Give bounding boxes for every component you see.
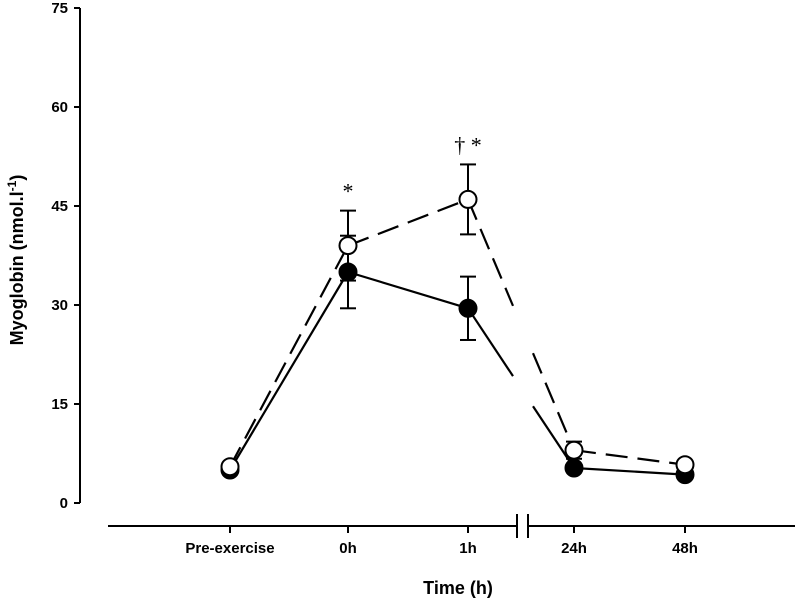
series-1-segment-1: [347, 270, 469, 310]
x-axis: Pre-exercise 0h 1h 24h 48h: [108, 514, 795, 557]
x-tick-label-0h: 0h: [339, 540, 357, 557]
series-1-point-2: [458, 298, 478, 318]
series-1-point-3: [564, 458, 584, 478]
series-2-segment-3: [573, 449, 686, 466]
series-2-segment-2a: [466, 198, 515, 307]
series-2-point-3: [564, 440, 584, 460]
series-layer: [220, 163, 695, 485]
annotation-2: † *: [454, 132, 482, 157]
series-1-segment-3: [573, 466, 686, 476]
annotation-1: *: [343, 179, 354, 204]
series-1-point-1: [338, 262, 358, 282]
y-axis-title-main: Myoglobin (nmol.l: [7, 191, 27, 345]
series-2-point-1: [338, 236, 358, 256]
series-1: [229, 234, 686, 476]
x-tick-label-48h: 48h: [672, 540, 698, 557]
series-2-point-2: [458, 189, 478, 209]
series-2-segment-1: [347, 198, 469, 247]
y-tick-label-30: 30: [51, 297, 68, 314]
series-2-point-0: [220, 457, 240, 477]
x-tick-label-pre-exercise: Pre-exercise: [185, 540, 274, 557]
x-axis-title: Time (h): [423, 578, 493, 598]
series-2-segment-0: [229, 245, 349, 468]
series-1-segment-0: [229, 271, 349, 471]
x-tick-label-1h: 1h: [459, 540, 477, 557]
series-2-segment-2b: [531, 352, 576, 451]
y-tick-label-0: 0: [60, 495, 68, 512]
y-tick-label-75: 75: [51, 0, 68, 17]
series-1-segment-2a: [467, 307, 514, 377]
x-tick-label-24h: 24h: [561, 540, 587, 557]
y-axis-title-superscript: -1: [5, 180, 19, 191]
series-2: [229, 163, 686, 468]
y-axis: 0 15 30 45 60 75: [51, 0, 81, 512]
y-tick-label-15: 15: [51, 396, 68, 413]
y-axis-title: Myoglobin (nmol.l-1): [5, 175, 27, 346]
series-2-point-4: [675, 455, 695, 475]
y-axis-title-close: ): [7, 175, 27, 181]
y-tick-label-45: 45: [51, 198, 68, 215]
annotation-layer: * † *: [343, 132, 482, 203]
y-tick-label-60: 60: [51, 99, 68, 116]
series-1-segment-2b: [532, 405, 575, 469]
